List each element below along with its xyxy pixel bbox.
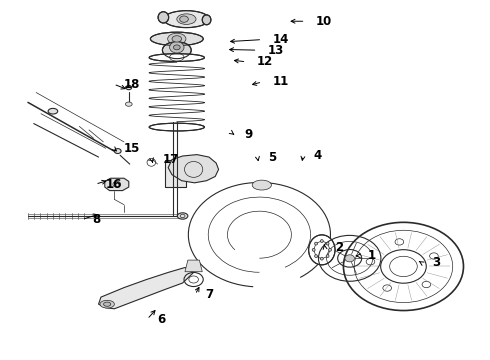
- Text: 9: 9: [244, 128, 252, 141]
- Ellipse shape: [326, 255, 329, 257]
- Circle shape: [345, 255, 354, 262]
- Ellipse shape: [126, 85, 132, 90]
- Text: 15: 15: [124, 142, 140, 155]
- Ellipse shape: [114, 149, 121, 153]
- Text: 3: 3: [432, 256, 441, 269]
- Ellipse shape: [173, 45, 180, 50]
- Ellipse shape: [162, 42, 191, 59]
- Ellipse shape: [309, 235, 335, 265]
- Ellipse shape: [320, 240, 323, 242]
- Text: 18: 18: [124, 77, 140, 90]
- Polygon shape: [168, 154, 219, 183]
- Polygon shape: [105, 178, 129, 190]
- Ellipse shape: [168, 33, 186, 45]
- Ellipse shape: [312, 248, 315, 251]
- Ellipse shape: [149, 123, 204, 131]
- Ellipse shape: [329, 248, 331, 251]
- Ellipse shape: [158, 12, 169, 23]
- Ellipse shape: [125, 102, 132, 106]
- Ellipse shape: [180, 16, 188, 22]
- Text: 12: 12: [257, 55, 273, 68]
- Ellipse shape: [326, 242, 329, 245]
- Text: 14: 14: [273, 33, 289, 46]
- Polygon shape: [98, 267, 194, 309]
- Ellipse shape: [170, 53, 184, 61]
- Text: 2: 2: [335, 240, 343, 253]
- Ellipse shape: [202, 15, 211, 25]
- Text: 6: 6: [158, 313, 166, 326]
- Text: 10: 10: [316, 15, 332, 28]
- Text: 13: 13: [268, 44, 284, 57]
- Text: 7: 7: [206, 288, 214, 301]
- Ellipse shape: [150, 32, 203, 46]
- Ellipse shape: [177, 213, 188, 219]
- Text: 1: 1: [368, 249, 375, 262]
- Ellipse shape: [164, 11, 209, 28]
- Text: 8: 8: [92, 213, 100, 226]
- Ellipse shape: [149, 54, 204, 62]
- Ellipse shape: [103, 302, 111, 306]
- Text: 11: 11: [273, 76, 289, 89]
- Polygon shape: [185, 260, 202, 272]
- Ellipse shape: [315, 242, 318, 245]
- Text: 4: 4: [314, 149, 322, 162]
- Ellipse shape: [320, 257, 323, 260]
- Text: 17: 17: [162, 153, 179, 166]
- Ellipse shape: [172, 36, 182, 42]
- Text: 5: 5: [268, 150, 276, 163]
- Ellipse shape: [315, 255, 318, 257]
- Ellipse shape: [177, 14, 196, 24]
- Ellipse shape: [170, 42, 184, 53]
- Text: 16: 16: [106, 178, 122, 191]
- Ellipse shape: [252, 180, 271, 190]
- Ellipse shape: [100, 300, 114, 308]
- Ellipse shape: [48, 108, 58, 114]
- Polygon shape: [165, 159, 186, 187]
